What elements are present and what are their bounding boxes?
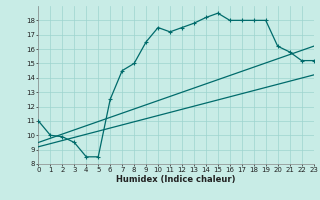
X-axis label: Humidex (Indice chaleur): Humidex (Indice chaleur) xyxy=(116,175,236,184)
